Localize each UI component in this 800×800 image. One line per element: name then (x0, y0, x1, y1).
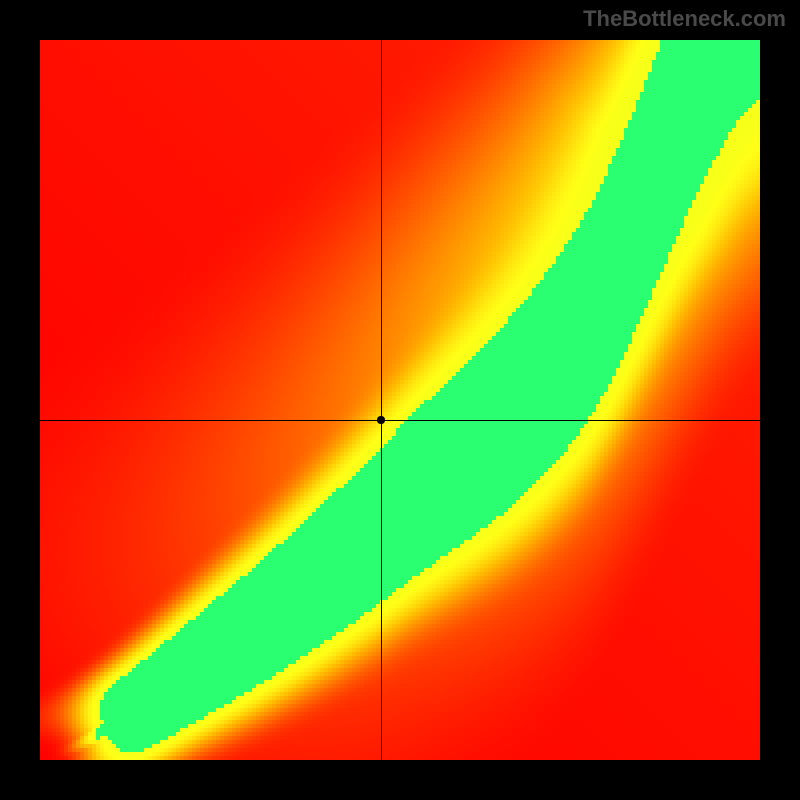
watermark-text: TheBottleneck.com (583, 6, 786, 32)
chart-frame: TheBottleneck.com (0, 0, 800, 800)
heatmap-canvas (40, 40, 760, 760)
heatmap-plot (40, 40, 760, 760)
